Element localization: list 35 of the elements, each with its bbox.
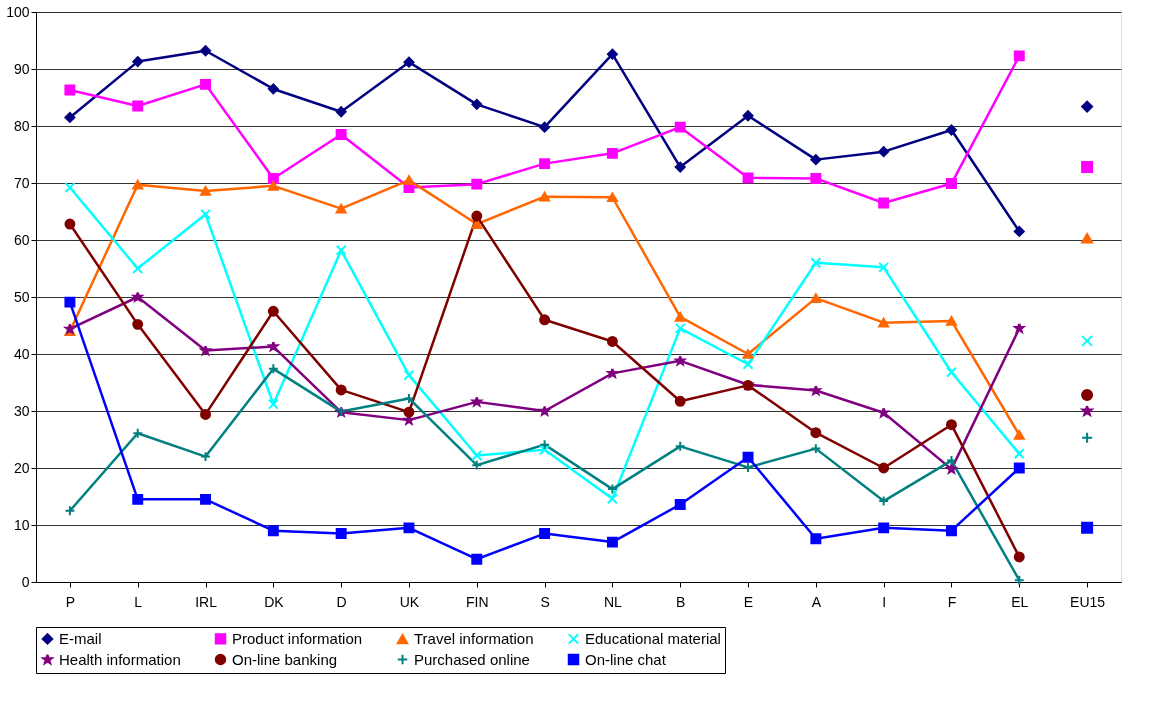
x-tick-label: F: [947, 593, 957, 610]
x-tick-label: S: [540, 593, 550, 610]
y-tick-label: 0: [21, 573, 30, 590]
legend-label: Travel information: [414, 630, 534, 648]
legend-label: On-line chat: [585, 650, 667, 668]
y-tick-label: 100: [6, 3, 30, 20]
y-tick-label: 40: [13, 345, 30, 362]
legend-label: Purchased online: [414, 650, 530, 668]
x-tick-label: DK: [264, 593, 285, 610]
y-tick-label: 50: [13, 288, 30, 305]
legend-label: Health information: [59, 650, 181, 668]
y-tick-label: 70: [13, 174, 30, 191]
x-tick-label: E: [743, 593, 754, 610]
x-tick-label: NL: [603, 593, 623, 610]
y-tick-label: 80: [13, 117, 30, 134]
legend-label: Educational material: [585, 629, 721, 647]
legend-label: Product information: [232, 629, 363, 647]
x-tick-label: D: [336, 593, 347, 610]
x-tick-label: L: [134, 593, 143, 610]
x-tick-label: EL: [1011, 593, 1029, 610]
y-tick-label: 60: [13, 231, 30, 248]
x-tick-label: IRL: [195, 593, 218, 610]
legend-label: On-line banking: [232, 650, 338, 668]
y-tick-label: 20: [13, 459, 30, 476]
x-tick-label: UK: [399, 593, 420, 610]
x-tick-label: P: [65, 593, 76, 610]
x-tick-label: FIN: [466, 593, 489, 610]
legend-label: E-mail: [59, 629, 102, 647]
y-tick-label: 30: [13, 402, 30, 419]
x-tick-label: A: [811, 593, 822, 610]
y-tick-label: 10: [13, 516, 30, 533]
y-tick-label: 90: [13, 60, 30, 77]
x-tick-label: EU15: [1070, 593, 1106, 610]
x-tick-label: I: [882, 593, 887, 610]
x-tick-label: B: [676, 593, 686, 610]
